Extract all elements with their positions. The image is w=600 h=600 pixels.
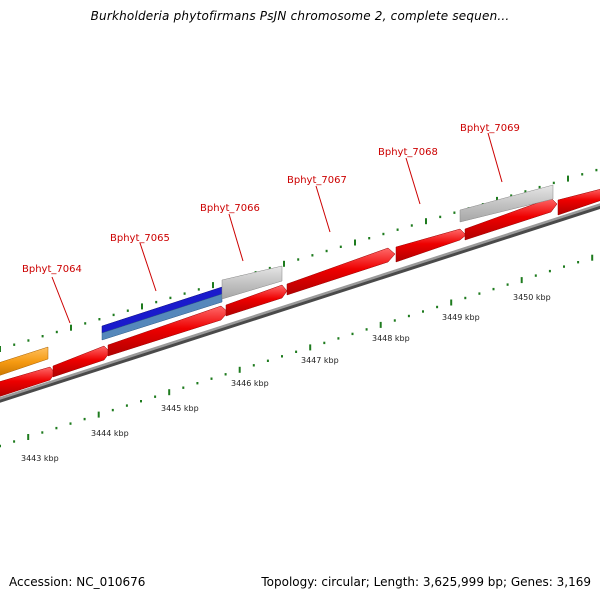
gene-arrow[interactable]: [286, 247, 396, 296]
gene-arrow[interactable]: [107, 305, 229, 357]
scale-label: 3447 kbp: [301, 356, 339, 365]
scale-labels: 3443 kbp 3444 kbp 3445 kbp 3446 kbp 3447…: [21, 293, 551, 463]
gene-arrow[interactable]: [225, 284, 288, 317]
gene-label-bphyt-7064[interactable]: Bphyt_7064: [22, 264, 82, 275]
callout-line: [51, 276, 71, 324]
gene-label-bphyt-7067[interactable]: Bphyt_7067: [287, 175, 347, 186]
accession-text: Accession: NC_010676: [9, 575, 146, 589]
other-features: [0, 184, 554, 377]
steel-blue-feature-bar[interactable]: [101, 293, 223, 341]
scale-label: 3448 kbp: [372, 334, 410, 343]
gene-label-bphyt-7068[interactable]: Bphyt_7068: [378, 147, 438, 158]
callout-line: [315, 185, 331, 233]
scale-label: 3446 kbp: [231, 379, 269, 388]
gene-arrow[interactable]: [52, 345, 111, 378]
upper-tick-track: [0, 168, 598, 352]
gene-arrow[interactable]: [0, 366, 56, 398]
chromosome-backbone: [0, 203, 600, 400]
map-title: Burkholderia phytofirmans PsJN chromosom…: [90, 9, 510, 23]
scale-label: 3444 kbp: [91, 429, 129, 438]
forward-strand-genes: [0, 188, 600, 398]
callout-line: [405, 157, 421, 205]
scale-label: 3449 kbp: [442, 313, 480, 322]
gene-label-callouts: Bphyt_7064 Bphyt_7065 Bphyt_7066 Bphyt_7…: [22, 123, 520, 324]
chromosome-backbone-shadow: [0, 204, 600, 403]
gene-arrow[interactable]: [557, 188, 600, 216]
grey-feature-bar[interactable]: [459, 184, 554, 223]
orange-feature-bar[interactable]: [0, 346, 49, 377]
scale-tick-track: [0, 254, 594, 448]
callout-line: [487, 132, 503, 183]
topology-summary-text: Topology: circular; Length: 3,625,999 bp…: [261, 575, 591, 589]
gene-label-bphyt-7066[interactable]: Bphyt_7066: [200, 203, 260, 214]
gene-arrow[interactable]: [395, 228, 467, 263]
callout-line: [228, 213, 244, 262]
gene-label-bphyt-7069[interactable]: Bphyt_7069: [460, 123, 520, 134]
scale-label: 3445 kbp: [161, 404, 199, 413]
grey-feature-bar[interactable]: [221, 265, 283, 300]
scale-label: 3443 kbp: [21, 454, 59, 463]
gene-label-bphyt-7065[interactable]: Bphyt_7065: [110, 233, 170, 244]
scale-label: 3450 kbp: [513, 293, 551, 302]
callout-line: [139, 242, 157, 292]
